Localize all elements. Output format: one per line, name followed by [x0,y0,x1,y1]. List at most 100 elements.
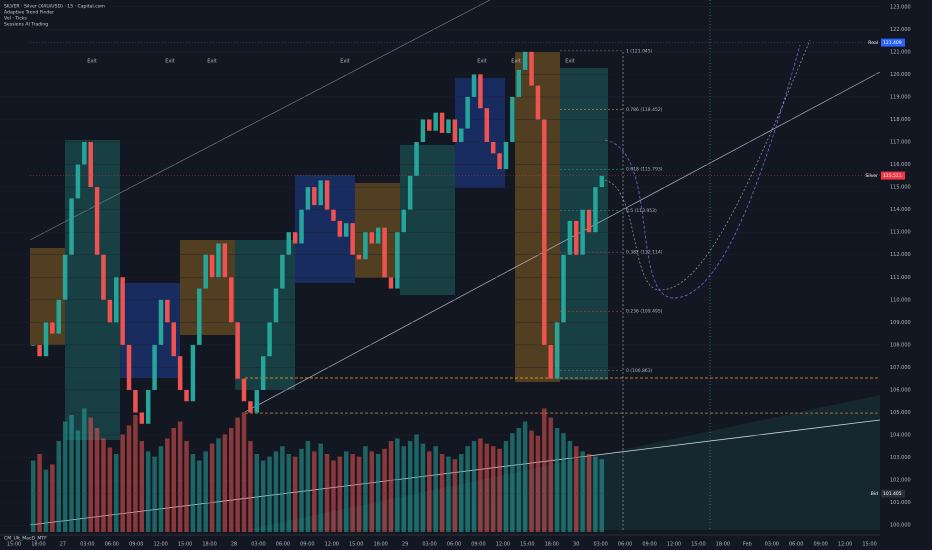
candle-body [388,277,394,289]
volume-bar [344,451,349,532]
candle-body [548,344,553,379]
candle-body [133,389,138,413]
candle-body [267,322,272,357]
candle-body [177,356,183,390]
volume-bar [407,441,413,532]
volume-bar [490,446,496,532]
candle-body [229,277,234,323]
indicator-label: CM_Ult_MacD_MTF [4,536,47,542]
volume-bar [586,454,592,532]
volume-bar [369,451,375,532]
x-tick-label: 12:00 [325,542,339,548]
volume-bar [75,430,81,532]
candle-body [312,187,317,206]
candle-body [580,209,585,255]
candle-body [82,142,87,165]
x-tick-label: 06:00 [618,542,632,548]
volume-bar [420,443,426,532]
volume-bar [165,438,170,532]
volume-bar [248,441,253,532]
projection-curve [604,39,811,291]
exit-label: Exit [511,59,521,65]
candle-body [158,299,164,345]
volume-bar [382,448,387,532]
volume-bar [318,443,323,532]
candle-body [471,74,477,97]
candle-body [235,322,240,379]
candle-body [459,128,464,143]
y-tick-label: 103.000 [890,455,911,461]
header-line: Vol · Ticks [4,16,27,22]
y-tick-label: 120.000 [890,72,911,78]
x-tick-label: 15:00 [691,542,705,548]
x-tick-label: 30 [573,542,579,548]
candle-body [254,389,260,413]
x-tick-label: 12:00 [496,542,510,548]
volume-bar [484,443,490,532]
candle-body [248,401,253,413]
header-line: Adaptive Trend Finder [4,10,54,16]
x-tick-label: 06:00 [276,542,290,548]
volume-bar [190,454,196,532]
candle-body [94,187,100,255]
volume-bar [260,460,266,532]
volume-bar [567,441,573,532]
candle-body [107,299,113,323]
volume-bar [395,438,400,532]
candle-body [369,232,375,244]
volume-bar [574,446,579,532]
x-tick-label: 18:00 [31,542,45,548]
candle-body [50,322,55,334]
candle-body [222,243,228,278]
volume-bar [446,456,451,532]
candle-body [324,180,330,210]
candle-body [401,209,406,233]
volume-bar [535,435,541,532]
volume-bar [177,421,183,532]
exit-label: Exit [565,59,575,65]
y-tick-label: 111.000 [890,275,911,281]
y-tick-label: 121.000 [890,49,911,55]
volume-bar [209,443,215,532]
volume-bar [554,428,560,532]
volume-bar [216,438,221,532]
x-tick-label: 06:00 [789,542,803,548]
y-tick-label: 116.000 [890,162,911,168]
price-tag-value: 115.511 [883,173,902,179]
volume-bar [350,454,355,532]
volume-bar [145,451,151,532]
candle-body [420,119,426,143]
volume-bar [465,446,470,532]
candle-body [535,85,541,120]
volume-bar [529,430,534,532]
volume-bar [439,454,445,532]
candle-body [344,223,349,237]
volume-bar [94,428,100,532]
candle-body [101,254,106,300]
y-tick-label: 106.000 [890,387,911,393]
candle-body [209,254,215,278]
candle-body [43,322,49,357]
volume-bar [561,433,566,532]
candle-body [62,254,68,300]
volume-bar [433,446,438,532]
exit-label: Exit [340,59,350,65]
fib-label: 0.236 (109.495) [626,309,663,315]
price-tag [881,38,905,47]
volume-bar [356,456,362,532]
volume-bar [126,425,132,532]
candle-body [37,344,42,357]
candle-body [145,389,151,424]
candle-body [120,277,125,345]
candle-body [427,119,432,131]
candle-body [280,254,285,289]
volume-bar [184,441,189,532]
price-tag [881,489,905,498]
candle-body [171,322,176,357]
volume-bar [312,451,317,532]
candle-body [375,227,381,244]
volume-bar [37,454,42,532]
volume-bar [375,454,381,532]
candle-body [273,288,279,323]
